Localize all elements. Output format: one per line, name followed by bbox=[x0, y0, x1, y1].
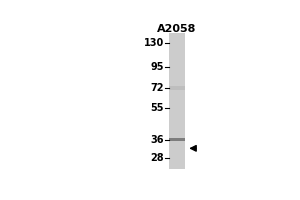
Text: 130: 130 bbox=[144, 38, 164, 48]
Text: 36: 36 bbox=[150, 135, 164, 145]
Text: 95: 95 bbox=[150, 62, 164, 72]
Text: A2058: A2058 bbox=[157, 24, 197, 34]
Text: 28: 28 bbox=[150, 153, 164, 163]
Bar bbox=[169, 86, 185, 90]
Text: 72: 72 bbox=[150, 83, 164, 93]
Text: 55: 55 bbox=[150, 103, 164, 113]
Bar bbox=[169, 33, 185, 169]
Bar bbox=[169, 138, 185, 141]
